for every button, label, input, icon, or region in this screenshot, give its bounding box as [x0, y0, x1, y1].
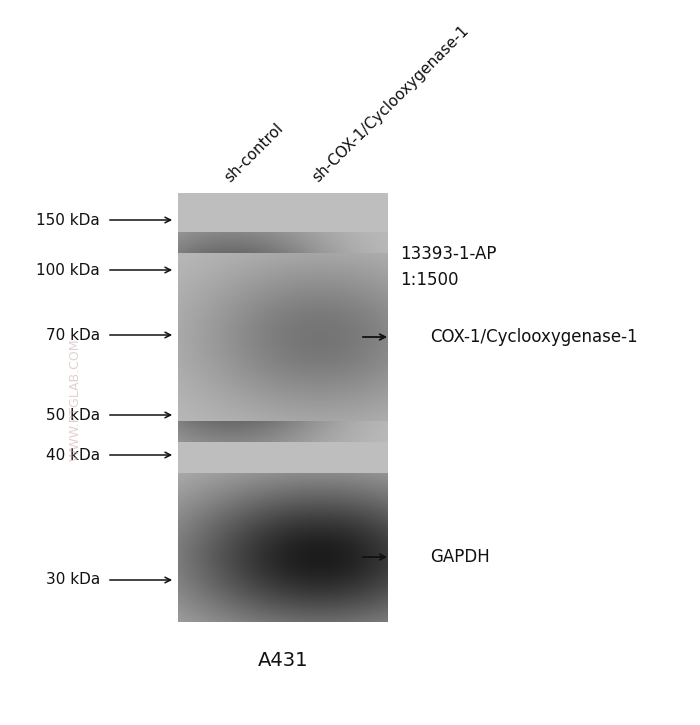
- Text: WWW.PTGLAB.COM: WWW.PTGLAB.COM: [69, 339, 81, 461]
- Text: 40 kDa: 40 kDa: [46, 447, 100, 463]
- Text: A431: A431: [258, 650, 308, 669]
- Text: 13393-1-AP
1:1500: 13393-1-AP 1:1500: [400, 245, 496, 289]
- Text: 50 kDa: 50 kDa: [46, 407, 100, 423]
- Text: sh-control: sh-control: [221, 120, 286, 185]
- Bar: [178, 193, 388, 622]
- Text: 70 kDa: 70 kDa: [46, 328, 100, 342]
- Text: 100 kDa: 100 kDa: [36, 262, 100, 278]
- Text: COX-1/Cyclooxygenase-1: COX-1/Cyclooxygenase-1: [430, 328, 638, 346]
- Text: GAPDH: GAPDH: [430, 548, 490, 566]
- Text: 30 kDa: 30 kDa: [46, 573, 100, 587]
- Text: sh-COX-1/Cyclooxygenase-1: sh-COX-1/Cyclooxygenase-1: [309, 23, 472, 185]
- Text: 150 kDa: 150 kDa: [36, 212, 100, 228]
